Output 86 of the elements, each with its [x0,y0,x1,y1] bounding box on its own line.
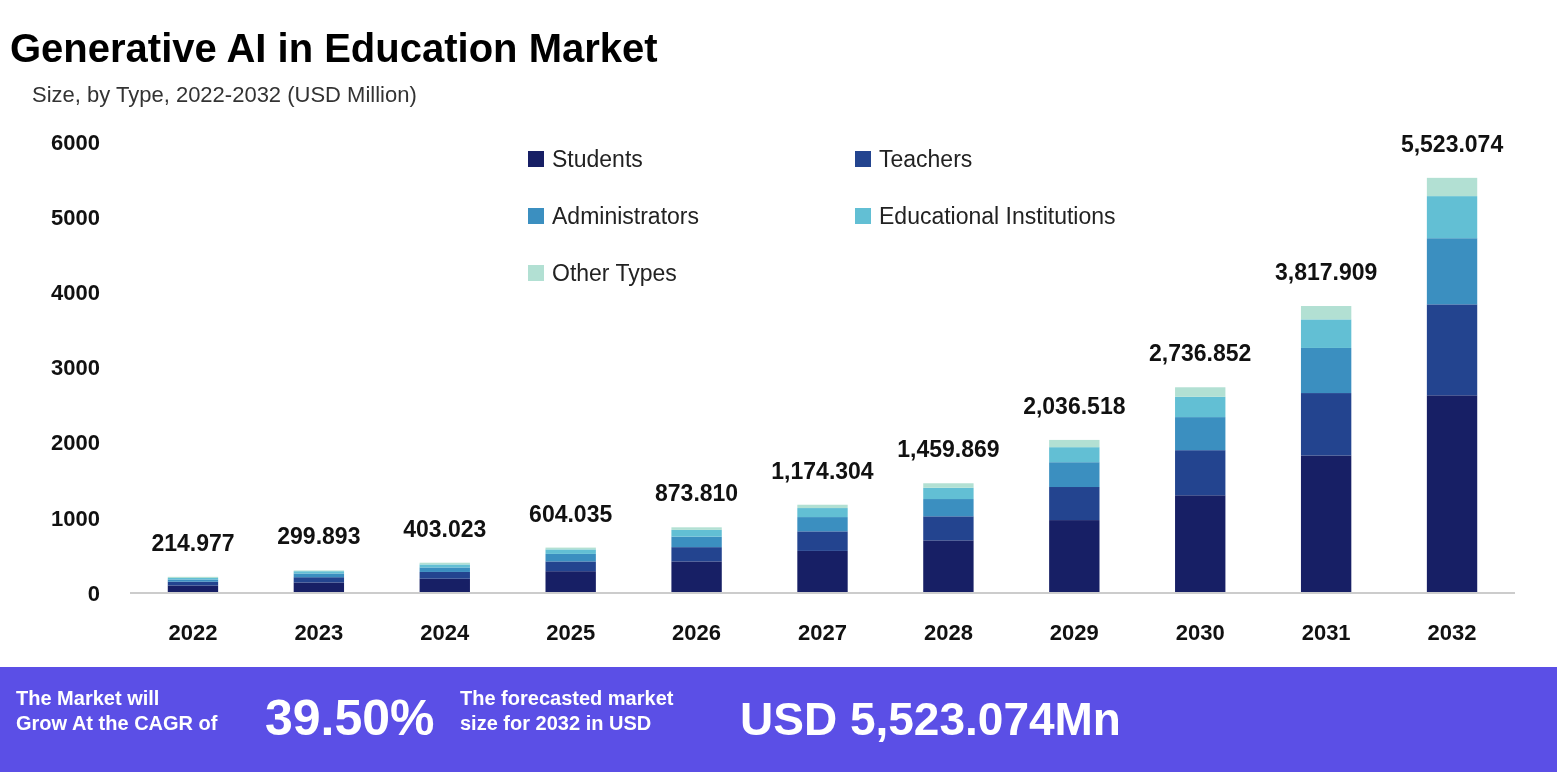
text: The Market will Grow At the CAGR of [16,687,218,734]
bar [923,487,974,500]
y-tick-label: 6000 [51,129,100,155]
x-tick-label: 2029 [1049,620,1099,645]
bar [797,508,848,518]
bar [1300,393,1352,456]
bar [797,550,848,593]
legend-label: Administrators [552,203,699,230]
bar [1175,450,1226,496]
bar [1426,238,1478,305]
text: The forecasted market size for 2032 in USD [460,687,674,734]
y-tick-label: 3000 [51,355,100,381]
x-tick-label: 2031 [1301,620,1351,645]
bar [545,549,596,554]
total-label: 2,736.852 [1149,340,1252,367]
bar [293,582,345,593]
legend-label: Students [552,146,643,173]
bar [1049,447,1100,463]
x-tick-label: 2023 [294,620,344,645]
bar [797,531,848,551]
bar [545,561,596,572]
total-label: 1,459.869 [897,436,1000,463]
x-tick-label: 2030 [1175,620,1225,645]
bar [167,585,219,593]
bar [293,577,345,583]
x-tick-label: 2028 [923,620,973,645]
chart-title: Generative AI in Education Market [10,26,658,70]
x-tick-label: 2022 [168,620,218,645]
y-tick-label: 4000 [51,280,100,306]
legend-label: Teachers [879,146,973,173]
bar [671,536,722,548]
total-label: 5,523.074 [1400,130,1504,157]
bar [419,567,470,572]
bar [545,553,596,562]
total-label: 299.893 [277,523,361,550]
x-tick-label: 2024 [420,620,470,645]
bar [1049,520,1100,593]
bar [1300,319,1352,348]
bar [671,527,722,530]
text: 39.50% [265,690,435,746]
total-label: 1,174.304 [771,457,874,484]
bar [1426,395,1478,593]
bar [1426,177,1478,197]
bar [671,547,722,562]
text: USD 5,523.074Mn [740,693,1121,745]
bar [419,571,470,579]
legend-label: Educational Institutions [879,203,1116,230]
bar [923,499,974,517]
bar [923,516,974,541]
bar [419,578,470,593]
total-label: 873.810 [655,480,739,507]
x-tick-label: 2032 [1427,620,1477,645]
y-tick-label: 2000 [51,430,100,456]
bar [1175,417,1226,451]
bar [545,571,596,593]
chart-subtitle: Size, by Type, 2022-2032 (USD Million) [32,82,417,107]
bar [1049,462,1100,488]
bar [797,504,848,509]
bar [1426,196,1478,239]
bar [293,573,345,578]
bar [1175,387,1226,397]
total-label: 2,036.518 [1023,392,1126,419]
x-tick-label: 2026 [672,620,722,645]
total-label: 403.023 [403,515,487,542]
bar [797,517,848,532]
bar [1175,396,1226,418]
bar [923,540,974,593]
bar [1300,306,1352,320]
bar [1049,487,1100,521]
bar [923,483,974,488]
bar [671,561,722,593]
legend-label: Other Types [552,260,677,287]
bar [1175,495,1226,593]
x-tick-label: 2025 [546,620,596,645]
x-tick-label: 2027 [798,620,847,645]
bar [1049,439,1100,448]
bar [1426,304,1478,396]
y-tick-label: 5000 [51,204,100,230]
total-label: 214.977 [151,529,235,556]
bar [1300,347,1352,394]
bar [671,529,722,537]
bar [1300,455,1352,593]
y-tick-label: 0 [87,580,100,606]
total-label: 3,817.909 [1274,259,1378,286]
total-label: 604.035 [529,500,613,527]
y-tick-label: 1000 [51,505,100,531]
